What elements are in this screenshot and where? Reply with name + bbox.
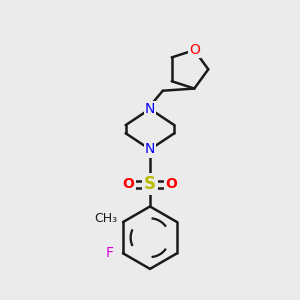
Text: O: O bbox=[189, 43, 200, 57]
Text: N: N bbox=[145, 142, 155, 156]
Text: N: N bbox=[145, 102, 155, 116]
Text: O: O bbox=[123, 177, 134, 191]
Text: F: F bbox=[106, 246, 114, 260]
Text: S: S bbox=[144, 175, 156, 193]
Text: CH₃: CH₃ bbox=[94, 212, 118, 225]
Text: O: O bbox=[166, 177, 177, 191]
